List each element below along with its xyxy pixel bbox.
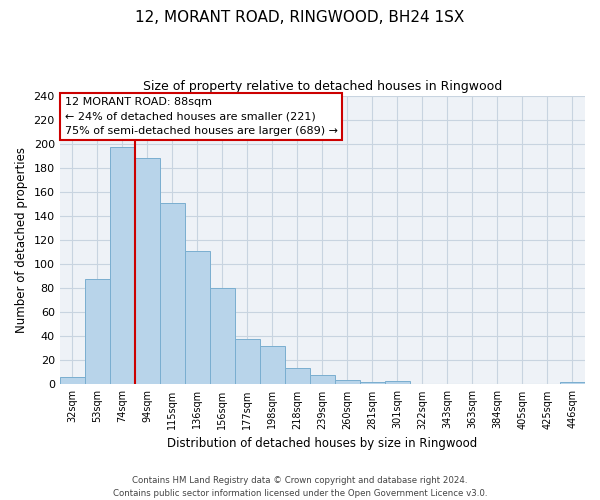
Bar	[185, 251, 210, 384]
Text: 12 MORANT ROAD: 88sqm
← 24% of detached houses are smaller (221)
75% of semi-det: 12 MORANT ROAD: 88sqm ← 24% of detached …	[65, 97, 338, 136]
Bar	[110, 148, 135, 384]
Bar	[135, 158, 160, 384]
Bar	[235, 338, 260, 384]
X-axis label: Distribution of detached houses by size in Ringwood: Distribution of detached houses by size …	[167, 437, 478, 450]
Bar	[335, 380, 360, 384]
Text: Contains HM Land Registry data © Crown copyright and database right 2024.
Contai: Contains HM Land Registry data © Crown c…	[113, 476, 487, 498]
Bar	[285, 368, 310, 384]
Title: Size of property relative to detached houses in Ringwood: Size of property relative to detached ho…	[143, 80, 502, 93]
Bar	[360, 382, 385, 384]
Bar	[260, 346, 285, 385]
Bar	[160, 202, 185, 384]
Text: 12, MORANT ROAD, RINGWOOD, BH24 1SX: 12, MORANT ROAD, RINGWOOD, BH24 1SX	[136, 10, 464, 25]
Bar	[385, 381, 410, 384]
Y-axis label: Number of detached properties: Number of detached properties	[15, 147, 28, 333]
Bar	[59, 377, 85, 384]
Bar	[85, 278, 110, 384]
Bar	[560, 382, 585, 384]
Bar	[310, 375, 335, 384]
Bar	[210, 288, 235, 384]
